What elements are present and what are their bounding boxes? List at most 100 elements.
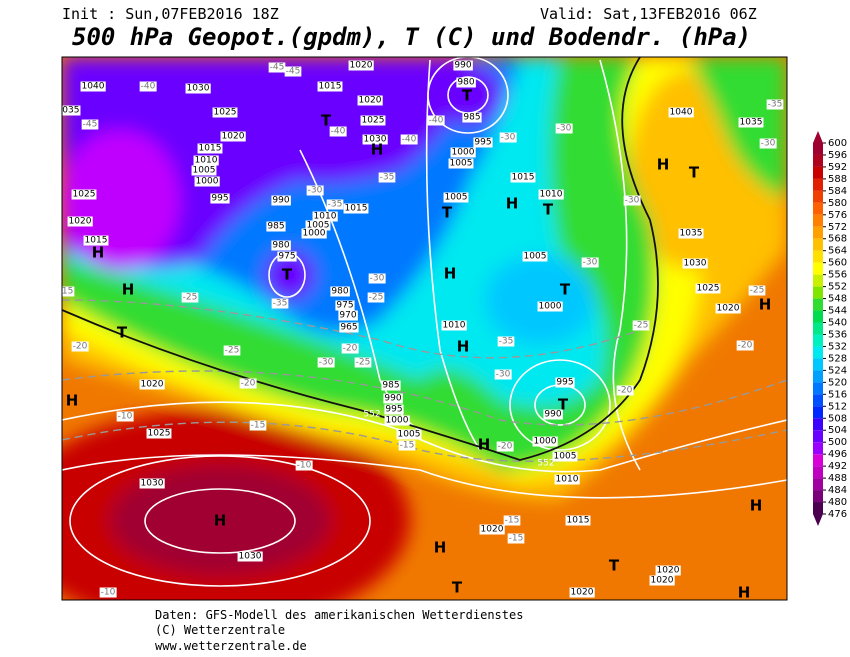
- isobar-label: 1025: [214, 108, 237, 118]
- isobar-label: 995: [385, 405, 402, 415]
- temp-label-box: [326, 199, 344, 210]
- isobar-label-box: [360, 115, 386, 126]
- isobar-label-box: [237, 551, 263, 562]
- scale-band: [813, 502, 823, 514]
- temp-label-box: [398, 440, 416, 451]
- scale-label: 488: [828, 473, 847, 484]
- scale-label: 484: [828, 485, 847, 496]
- valid-time: Valid: Sat,13FEB2016 06Z: [540, 5, 757, 23]
- temp-label: -25: [634, 321, 649, 331]
- pressure-center: T: [442, 204, 453, 222]
- temp-label-box: [249, 420, 267, 431]
- isobar-label-box: [194, 176, 220, 187]
- isobar-label: 1010: [556, 475, 579, 485]
- temp-label-box: [116, 411, 134, 422]
- temp-label-box: [139, 81, 157, 92]
- map-title: 500 hPa Geopot.(gpdm), T (C) und Bodendr…: [72, 23, 751, 51]
- scale-band: [813, 490, 823, 503]
- isotherms: [62, 299, 787, 462]
- isobar-label-box: [450, 147, 476, 158]
- scale-label: 496: [828, 449, 847, 460]
- scale-band: [813, 154, 823, 167]
- isobar-label-box: [384, 415, 410, 426]
- isobar-label: 975: [278, 252, 295, 262]
- isobar-label-box: [555, 377, 575, 388]
- isobar-label-box: [339, 322, 359, 333]
- isobar-label-box: [266, 221, 286, 232]
- isobar-label: 995: [556, 378, 573, 388]
- isobar-label: 1020: [481, 525, 504, 535]
- temp-label-box: [368, 273, 386, 284]
- isobar-label-box: [343, 203, 369, 214]
- scale-label: 548: [828, 294, 847, 305]
- temp-label-box: [329, 126, 347, 137]
- scale-label: 560: [828, 258, 847, 269]
- temp-label: -40: [402, 135, 417, 145]
- temp-label-box: [507, 533, 525, 544]
- scale-band: [813, 274, 823, 287]
- pressure-center: H: [92, 244, 105, 262]
- temp-label: -30: [583, 258, 598, 268]
- temp-label: -35: [499, 337, 514, 347]
- temp-label: -30: [501, 133, 516, 143]
- pressure-center: T: [558, 396, 569, 414]
- temp-label-box: [555, 123, 573, 134]
- scale-band: [813, 334, 823, 347]
- isobar-label-box: [655, 565, 681, 576]
- isobar-label-box: [479, 524, 505, 535]
- temp-label-box: [499, 132, 517, 143]
- isobar-label: 1020: [222, 132, 245, 142]
- scale-label: 516: [828, 389, 847, 400]
- temp-label: -45: [286, 67, 301, 77]
- temp-label-box: [99, 587, 117, 598]
- pressure-center: H: [214, 512, 227, 530]
- scale-label: 556: [828, 270, 847, 281]
- isobar-label: 1015: [567, 516, 590, 526]
- temp-label-box: [367, 292, 385, 303]
- pressure-center: T: [452, 579, 463, 597]
- scale-arrow-top: [813, 131, 823, 143]
- temp-label-box: [766, 99, 784, 110]
- scale-band: [813, 166, 823, 179]
- isobar-label: 1010: [443, 321, 466, 331]
- scale-label: 564: [828, 246, 847, 257]
- isobar-label-box: [649, 575, 675, 586]
- scale-band: [813, 394, 823, 407]
- isobar-label-box: [456, 77, 476, 88]
- temp-label-box: [400, 134, 418, 145]
- isobar-label-box: [715, 303, 741, 314]
- temp-label: -30: [308, 186, 323, 196]
- temp-label-box: [759, 138, 777, 149]
- temp-label-box: [295, 460, 313, 471]
- temp-label: -10: [118, 412, 133, 422]
- isobar-label: 1005: [554, 452, 577, 462]
- temp-label: -25: [369, 293, 384, 303]
- isobar-label-box: [443, 192, 469, 203]
- scale-label: 536: [828, 329, 847, 340]
- temp-label-box: [354, 357, 372, 368]
- temp-label: -25: [225, 346, 240, 356]
- scale-label: 552: [828, 282, 847, 293]
- temp-label-box: [62, 286, 75, 297]
- pressure-center: H: [434, 539, 447, 557]
- isobar-label-box: [271, 240, 291, 251]
- isobar-label: 1030: [141, 479, 164, 489]
- isobar-label: 1000: [196, 177, 219, 187]
- temp-label: -25: [750, 286, 765, 296]
- isobar-label: 1020: [141, 380, 164, 390]
- pressure-center: H: [122, 281, 135, 299]
- isobar-label: 1020: [571, 588, 594, 598]
- temp-label-box: [341, 343, 359, 354]
- isobar-label-box: [668, 107, 694, 118]
- pressure-center: H: [759, 296, 772, 314]
- scale-label: 580: [828, 198, 847, 209]
- isobar-label-box: [448, 158, 474, 169]
- isobar-label-box: [462, 112, 482, 123]
- isobar-label: 995: [211, 194, 228, 204]
- isobar-label: 995: [474, 138, 491, 148]
- isobar-label-box: [738, 117, 764, 128]
- isobar-label: 1030: [239, 552, 262, 562]
- isobar-label: 1035: [740, 118, 763, 128]
- scale-band: [813, 238, 823, 251]
- isobar-label: 1025: [148, 429, 171, 439]
